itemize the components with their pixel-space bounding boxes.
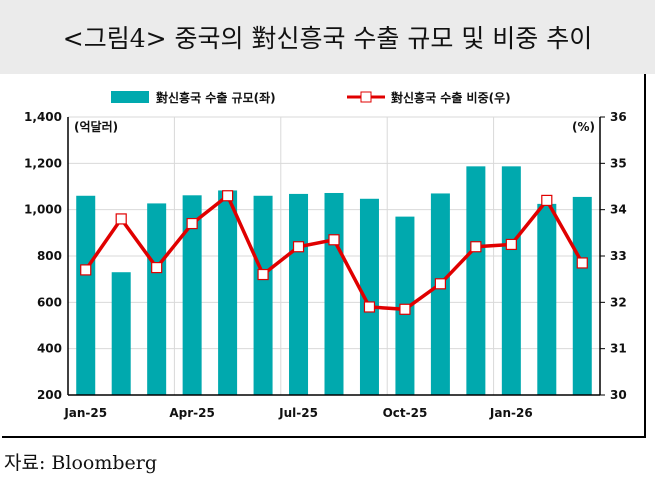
x-tick-label: Jan-25 xyxy=(63,406,107,420)
legend-line-label: 對신흥국 수출 비중(우) xyxy=(391,90,511,105)
line-marker xyxy=(328,234,340,246)
line-marker xyxy=(186,217,198,230)
left-tick-label: 200 xyxy=(37,388,62,402)
line-marker xyxy=(470,241,482,253)
chart-frame xyxy=(2,74,646,438)
bar xyxy=(466,166,486,395)
bar xyxy=(76,195,96,395)
right-tick-label: 31 xyxy=(610,342,627,356)
line-marker xyxy=(151,261,163,274)
bar xyxy=(289,193,309,395)
x-tick-label: Jul-25 xyxy=(278,406,318,420)
bar xyxy=(253,195,273,395)
line-marker xyxy=(292,241,305,253)
line-marker xyxy=(505,238,517,251)
right-axis-unit: (%) xyxy=(572,120,595,134)
line-marker xyxy=(222,190,234,202)
line-marker xyxy=(399,303,411,315)
legend-line-marker xyxy=(360,91,372,103)
bar xyxy=(501,166,521,395)
source-note: 자료: Bloomberg xyxy=(4,452,157,474)
x-tick-label: Jan-26 xyxy=(489,406,533,420)
bar xyxy=(537,203,557,395)
legend-bar-swatch xyxy=(111,91,149,103)
bar xyxy=(147,203,167,395)
bar xyxy=(430,193,450,395)
left-tick-label: 1,200 xyxy=(24,156,62,170)
chart-svg: 200 30 400 31 600 32 800 33 1,000 34 1,200 35 1,400 3… xyxy=(24,90,627,420)
chart-title: <그림4> 중국의 對신흥국 수출 규모 및 비중 추이 xyxy=(0,0,655,74)
bar xyxy=(218,190,238,395)
x-tick-label: Apr-25 xyxy=(169,406,214,420)
right-tick-label: 35 xyxy=(610,156,627,170)
left-axis-unit: (억달러) xyxy=(74,119,118,134)
line-marker xyxy=(363,301,376,313)
left-tick-label: 800 xyxy=(37,249,62,263)
x-tick-label: Oct-25 xyxy=(383,406,428,420)
right-tick-label: 36 xyxy=(610,110,627,124)
bar xyxy=(324,192,344,395)
line-marker xyxy=(257,268,269,281)
right-tick-label: 32 xyxy=(610,295,627,309)
left-tick-label: 400 xyxy=(37,342,62,356)
bar xyxy=(359,198,379,395)
right-tick-label: 33 xyxy=(610,249,627,263)
bar xyxy=(572,196,592,395)
left-tick-label: 1,000 xyxy=(24,203,62,217)
line-marker xyxy=(541,194,553,206)
line-marker xyxy=(434,278,446,290)
right-tick-label: 30 xyxy=(610,388,627,402)
line-marker xyxy=(576,257,588,269)
legend-bar-label: 對신흥국 수출 규모(좌) xyxy=(156,90,276,105)
left-tick-label: 600 xyxy=(37,295,62,309)
line-marker xyxy=(115,213,127,225)
line-marker xyxy=(80,264,92,276)
left-tick-label: 1,400 xyxy=(24,110,62,124)
right-tick-label: 34 xyxy=(610,203,627,217)
bar xyxy=(182,195,202,395)
bar xyxy=(111,272,131,395)
